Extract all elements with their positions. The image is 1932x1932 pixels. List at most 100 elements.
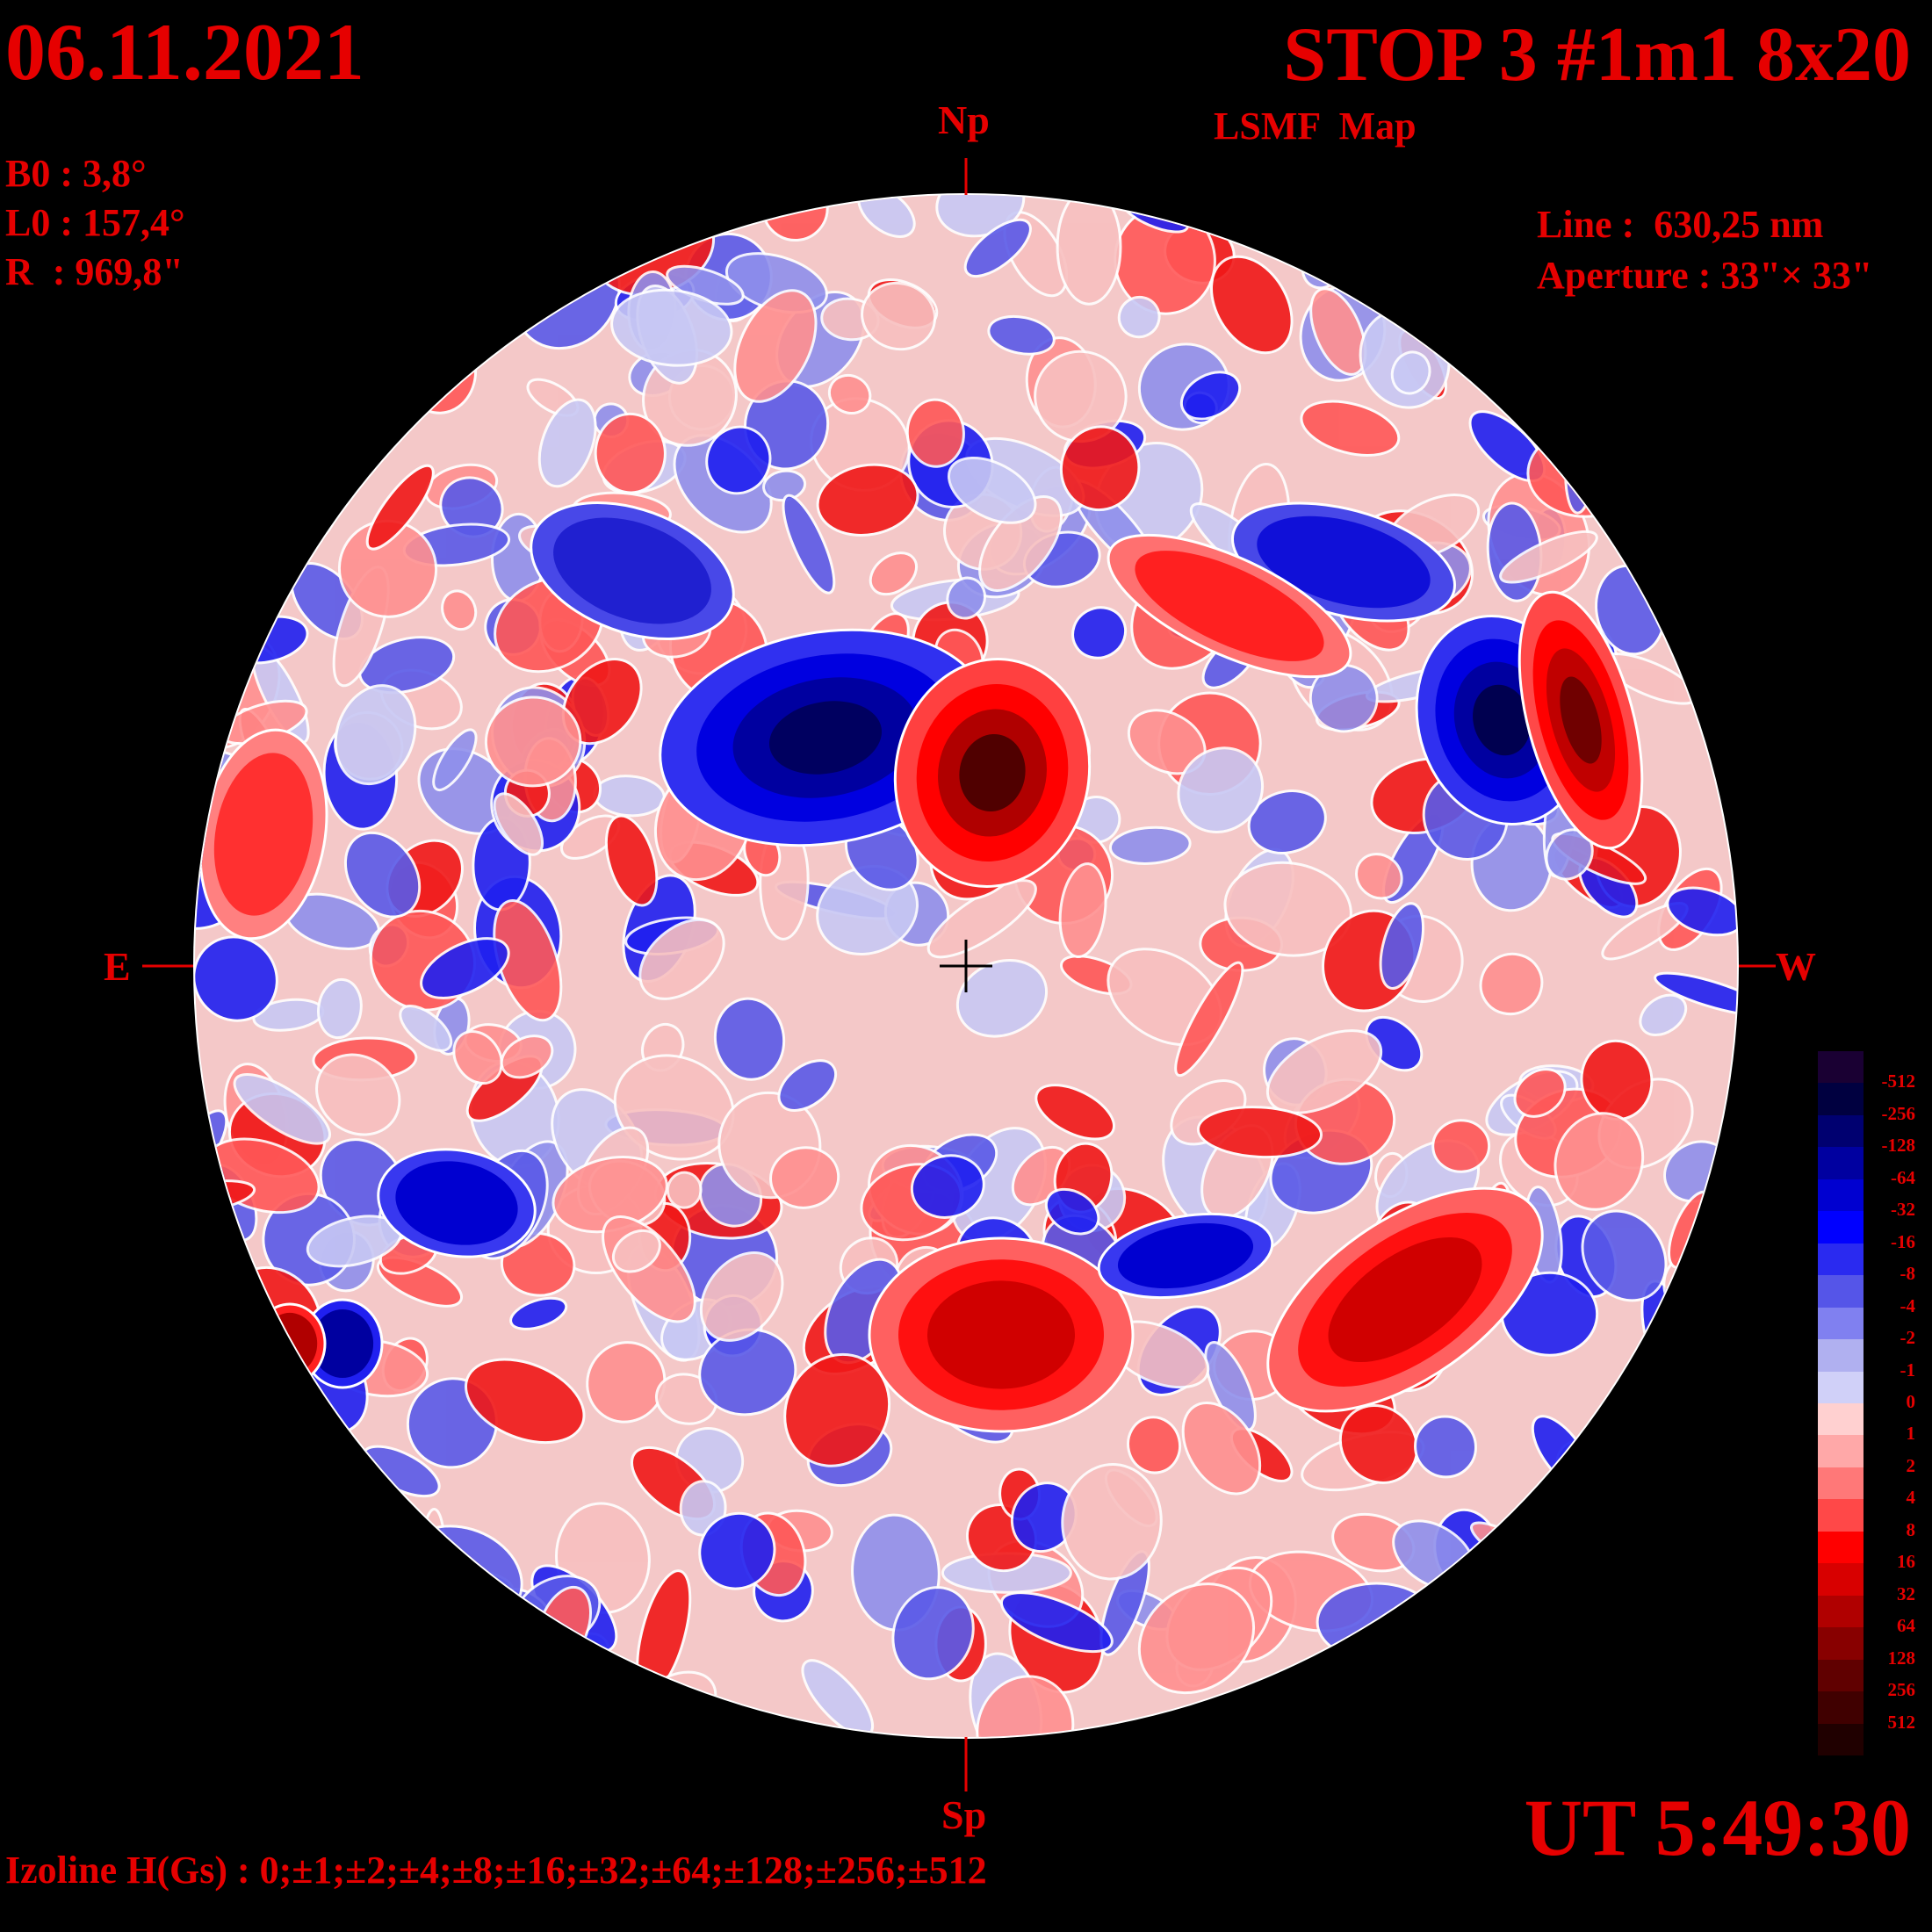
field-patch (235, 1482, 293, 1519)
field-patch (315, 1053, 401, 1136)
field-patch (594, 412, 667, 494)
field-patch (350, 317, 426, 367)
colorbar-tick-label: -32 (1891, 1199, 1915, 1221)
field-patch (976, 1675, 1075, 1737)
strong-field-contour (1473, 684, 1531, 756)
strong-field-contour (1328, 1236, 1482, 1363)
field-patch (235, 1581, 332, 1681)
colorbar-swatch (1818, 1147, 1864, 1180)
field-patch (1265, 1029, 1383, 1114)
izoline-levels: Izoline H(Gs) : 0;±1;±2;±4;±8;±16;±32;±6… (5, 1849, 987, 1892)
field-patch (1672, 1604, 1737, 1676)
observation-date: 06.11.2021 (5, 7, 364, 97)
field-patch (432, 215, 484, 311)
colorbar-swatch (1818, 1435, 1864, 1468)
field-patch (334, 684, 417, 786)
colorbar-swatch (1818, 1211, 1864, 1244)
north-pole-label: Np (938, 97, 990, 142)
colorbar-tick-label: -2 (1900, 1327, 1916, 1349)
field-patch (1666, 886, 1737, 937)
field-patch (905, 398, 965, 468)
field-patch (978, 494, 1063, 592)
colorbar-tick-label: -64 (1891, 1166, 1915, 1188)
field-patch (388, 1567, 472, 1672)
field-patch (1513, 1068, 1567, 1118)
field-patch (1061, 1462, 1163, 1581)
colorbar-swatch (1818, 1691, 1864, 1725)
colorbar-swatch (1818, 1051, 1864, 1084)
field-patch (783, 1352, 891, 1467)
colorbar-tick-label: -512 (1881, 1071, 1916, 1092)
colorbar-tick-label: -128 (1881, 1135, 1916, 1157)
observation-title: STOP 3 #1m1 8x20 (1283, 12, 1911, 97)
field-patch (891, 1586, 975, 1681)
field-patch (1554, 1112, 1645, 1211)
field-patch (1679, 1451, 1737, 1522)
colorbar-tick-label: 16 (1897, 1551, 1915, 1573)
field-patch (698, 1511, 776, 1590)
field-patch (827, 373, 872, 415)
field-patch (1117, 295, 1161, 339)
field-patch (638, 918, 725, 1000)
field-patch (1044, 1187, 1100, 1236)
field-patch (399, 1004, 453, 1052)
colorbar-swatch (1818, 1403, 1864, 1436)
colorbar-tick-label: 32 (1897, 1582, 1915, 1604)
field-patch (1056, 195, 1122, 306)
strong-field-contour (1135, 551, 1324, 661)
colorbar-tick-label: 2 (1906, 1454, 1916, 1476)
colorbar-swatch (1818, 1179, 1864, 1212)
field-patch (1300, 400, 1401, 457)
field-patch (1581, 1209, 1668, 1302)
field-patch (1316, 1582, 1438, 1662)
field-patch (432, 728, 478, 792)
field-patch (1390, 350, 1431, 395)
field-patch (537, 398, 597, 488)
field-patch (356, 1516, 429, 1570)
field-patch (593, 1686, 681, 1737)
strong-field-contour (553, 517, 711, 624)
field-patch (1453, 1592, 1510, 1662)
field-patch (1379, 1676, 1450, 1737)
field-patch (223, 1586, 297, 1682)
field-patch (263, 376, 313, 481)
field-patch (1619, 362, 1678, 456)
center-crosshair (940, 940, 992, 992)
strong-field-contour (395, 1161, 518, 1245)
map-type-label: LSMF Map (1214, 105, 1417, 148)
field-patch (1391, 1670, 1465, 1727)
strong-field-contour (213, 753, 314, 916)
field-patch (1373, 1640, 1464, 1737)
field-patch (1364, 196, 1446, 259)
field-patch (1034, 1084, 1116, 1141)
field-patch (733, 289, 818, 403)
field-patch (1181, 1402, 1262, 1496)
strong-field-contour (1560, 676, 1602, 764)
field-patch (1247, 789, 1327, 854)
field-patch (1535, 341, 1609, 393)
aperture-param: Aperture : 33"× 33" (1537, 254, 1873, 297)
colorbar-swatch (1818, 1467, 1864, 1500)
field-patch (1609, 1408, 1681, 1488)
field-patch (328, 1571, 400, 1654)
field-patch (1659, 535, 1695, 575)
field-patch (1108, 825, 1192, 865)
field-patch (1673, 1275, 1735, 1335)
field-patch (987, 314, 1056, 356)
east-label: E (104, 944, 131, 989)
field-patch (1579, 1475, 1657, 1547)
field-patch (1355, 853, 1403, 900)
field-patch (314, 1605, 372, 1654)
colorbar-swatch (1818, 1114, 1864, 1148)
field-patch (861, 281, 937, 351)
field-patch (1470, 1521, 1574, 1587)
strong-field-contour (959, 733, 1026, 812)
colorbar-tick-label: -1 (1900, 1359, 1916, 1381)
field-patch (378, 255, 457, 316)
field-patch (195, 1596, 234, 1657)
field-patch (195, 1269, 227, 1316)
line-param: Line : 630,25 nm (1537, 203, 1824, 246)
colorbar-swatch (1818, 1531, 1864, 1564)
field-patch (378, 256, 483, 349)
ut-time: UT 5:49:30 (1524, 1783, 1911, 1872)
